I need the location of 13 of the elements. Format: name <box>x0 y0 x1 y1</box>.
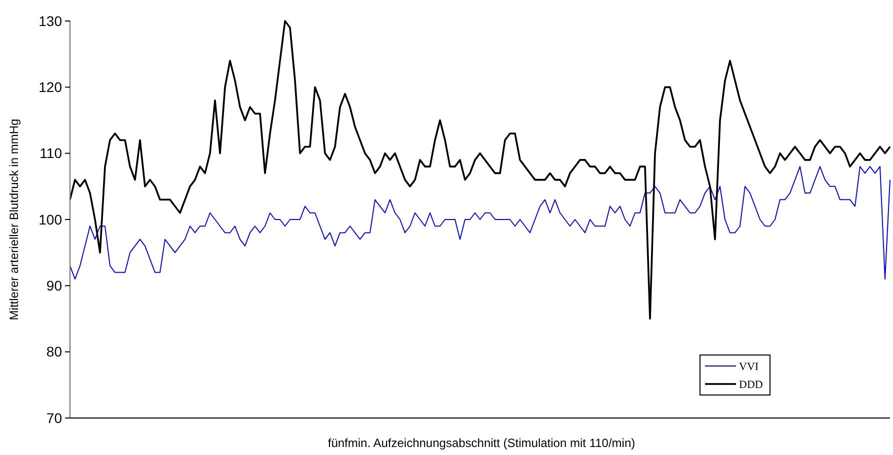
line-series <box>70 166 890 280</box>
y-tick-label: 70 <box>46 410 62 426</box>
x-axis-title: fünfmin. Aufzeichnungsabschnitt (Stimulation mit 110/min) <box>328 436 636 450</box>
legend-label: VVI <box>739 360 759 373</box>
y-tick-label: 110 <box>40 145 62 162</box>
y-tick-label: 90 <box>46 278 62 294</box>
legend-label: DDD <box>739 378 763 391</box>
y-tick-label: 120 <box>38 79 62 96</box>
y-tick-label: 130 <box>38 12 62 29</box>
y-tick-label: 80 <box>46 344 62 360</box>
y-axis-title: Mittlerer arterieller Blutdruck in mmHg <box>7 118 21 320</box>
y-tick-label: 100 <box>38 211 62 228</box>
line-series <box>69 20 891 320</box>
